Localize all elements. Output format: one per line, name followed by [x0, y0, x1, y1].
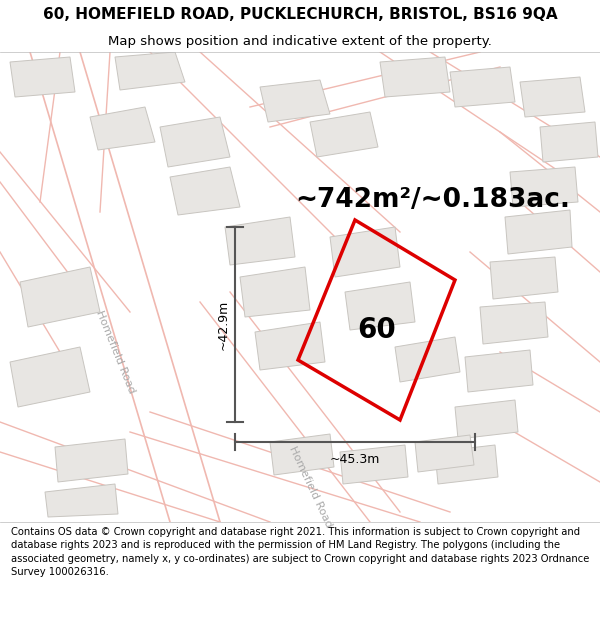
Polygon shape [115, 52, 185, 90]
Polygon shape [415, 435, 474, 472]
Polygon shape [435, 445, 498, 484]
Polygon shape [340, 445, 408, 484]
Polygon shape [240, 267, 310, 317]
Polygon shape [520, 77, 585, 117]
Text: Homefield Road: Homefield Road [287, 445, 333, 529]
Polygon shape [310, 112, 378, 157]
Polygon shape [10, 347, 90, 407]
Polygon shape [395, 337, 460, 382]
Polygon shape [490, 257, 558, 299]
Polygon shape [345, 282, 415, 330]
Polygon shape [380, 57, 450, 97]
Text: Contains OS data © Crown copyright and database right 2021. This information is : Contains OS data © Crown copyright and d… [11, 527, 589, 577]
Polygon shape [480, 302, 548, 344]
Polygon shape [10, 57, 75, 97]
Text: 60: 60 [358, 316, 397, 344]
Polygon shape [540, 122, 598, 162]
Text: ~742m²/~0.183ac.: ~742m²/~0.183ac. [295, 187, 570, 213]
Polygon shape [450, 67, 515, 107]
Polygon shape [455, 400, 518, 439]
Polygon shape [170, 167, 240, 215]
Polygon shape [505, 210, 572, 254]
Polygon shape [55, 439, 128, 482]
Polygon shape [20, 267, 100, 327]
Text: 60, HOMEFIELD ROAD, PUCKLECHURCH, BRISTOL, BS16 9QA: 60, HOMEFIELD ROAD, PUCKLECHURCH, BRISTO… [43, 6, 557, 21]
Polygon shape [270, 434, 334, 475]
Polygon shape [465, 350, 533, 392]
Text: Homefield Road: Homefield Road [94, 309, 136, 395]
Polygon shape [160, 117, 230, 167]
Polygon shape [90, 107, 155, 150]
Polygon shape [255, 322, 325, 370]
Polygon shape [225, 217, 295, 265]
Polygon shape [510, 167, 578, 207]
Text: ~42.9m: ~42.9m [217, 299, 229, 349]
Polygon shape [45, 484, 118, 517]
Text: ~45.3m: ~45.3m [330, 454, 380, 466]
Text: Map shows position and indicative extent of the property.: Map shows position and indicative extent… [108, 35, 492, 48]
Polygon shape [260, 80, 330, 122]
Polygon shape [330, 227, 400, 277]
